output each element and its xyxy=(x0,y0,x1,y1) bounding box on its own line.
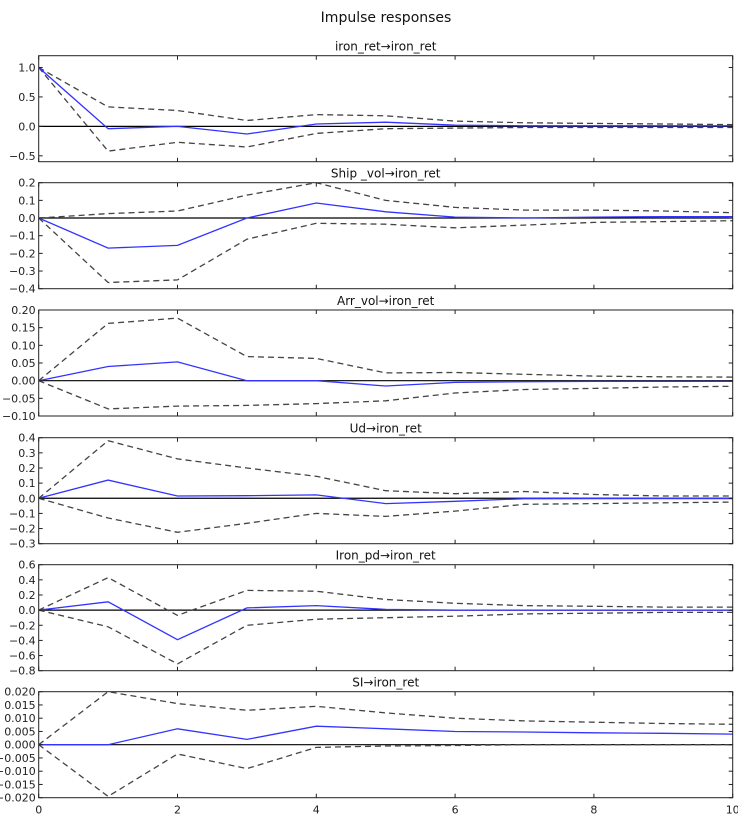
upper-confidence-band xyxy=(38,691,733,746)
axes-frame xyxy=(38,309,734,417)
impulse-response-line xyxy=(38,601,733,641)
y-tick-label: −0.5 xyxy=(9,150,36,163)
subplot-title: Iron_pd→iron_ret xyxy=(336,549,436,563)
lower-confidence-band xyxy=(38,380,733,410)
x-tick-label: 2 xyxy=(174,804,181,817)
y-tick-label: −0.10 xyxy=(2,410,36,423)
y-tick-label: 0.010 xyxy=(4,712,36,725)
axes-frame xyxy=(38,55,734,163)
subplot-2: Ship _vol→iron_ret 0.2 0.1 0.0 −0.1 −0.2 −0.3 −… xyxy=(9,167,734,296)
y-tick-label: −0.3 xyxy=(9,538,36,551)
x-tick-label: 6 xyxy=(452,804,459,817)
y-tick-label: −0.1 xyxy=(9,507,36,520)
y-tick-label: 0.000 xyxy=(4,739,36,752)
y-tick-label: 0.3 xyxy=(18,447,36,460)
plot-area xyxy=(38,66,733,152)
x-tick-label: 4 xyxy=(313,804,320,817)
axes-frame xyxy=(38,437,734,545)
axes-frame xyxy=(38,564,734,672)
x-tick-label: 10 xyxy=(726,804,738,817)
subplot-4: Ud→iron_ret 0.4 0.3 0.2 0.1 0.0 −0.1 −0.2 −0.3 xyxy=(9,422,734,551)
y-tick-label: 0.4 xyxy=(18,574,36,587)
subplot-title: iron_ret→iron_ret xyxy=(335,40,437,54)
lower-confidence-band xyxy=(38,609,733,665)
y-tick-label: 0.015 xyxy=(4,699,36,712)
subplot-3: Arr_vol→iron_ret 0.20 0.15 0.10 0.05 0.00 −0.0… xyxy=(2,294,734,423)
axes-frame xyxy=(38,182,734,290)
y-tick-label: 0.10 xyxy=(11,339,36,352)
y-tick-label: −0.8 xyxy=(9,665,36,678)
y-tick-label: 0.15 xyxy=(11,322,36,335)
plot-area xyxy=(38,691,733,798)
y-tick-label: 0.6 xyxy=(18,559,36,572)
y-tick-label: 0.0 xyxy=(18,492,36,505)
lower-confidence-band xyxy=(38,744,733,798)
y-tick-label: −0.020 xyxy=(0,792,36,805)
subplot-5: Iron_pd→iron_ret 0.6 0.4 0.2 0.0 −0.2 −0.4 −0.6… xyxy=(9,549,734,678)
impulse-response-line xyxy=(38,202,733,249)
lower-confidence-band xyxy=(38,497,733,533)
plot-area xyxy=(38,182,733,284)
subplot-title: Ud→iron_ret xyxy=(350,422,422,436)
impulse-response-line xyxy=(38,67,733,135)
y-tick-label: −0.010 xyxy=(0,765,36,778)
y-tick-label: 0.0 xyxy=(18,604,36,617)
subplot-6: SI→iron_ret0.0200.0150.0100.0050.000−0.0… xyxy=(0,676,738,817)
y-tick-label: 0.5 xyxy=(18,91,36,104)
y-tick-label: 0.20 xyxy=(11,304,36,317)
subplot-title: Arr_vol→iron_ret xyxy=(337,294,435,308)
plot-area xyxy=(38,439,733,533)
y-tick-label: −0.4 xyxy=(9,283,36,296)
y-tick-label: 0.005 xyxy=(4,725,36,738)
y-tick-label: −0.015 xyxy=(0,778,36,791)
impulse-response-line xyxy=(38,725,733,746)
figure-title: Impulse responses xyxy=(321,10,452,26)
subplot-title: Ship _vol→iron_ret xyxy=(331,167,441,181)
lower-confidence-band xyxy=(38,67,733,152)
y-tick-label: 0.2 xyxy=(18,462,36,475)
y-tick-label: 0.1 xyxy=(18,194,36,207)
y-tick-label: −0.6 xyxy=(9,650,36,663)
y-tick-label: −0.1 xyxy=(9,230,36,243)
y-tick-label: 0.1 xyxy=(18,477,36,490)
upper-confidence-band xyxy=(38,66,733,126)
impulse-response-line xyxy=(38,361,733,387)
upper-confidence-band xyxy=(38,182,733,219)
y-tick-label: 0.020 xyxy=(4,686,36,699)
y-tick-label: 1.0 xyxy=(18,61,36,74)
y-tick-label: 0.0 xyxy=(18,120,36,133)
y-tick-label: 0.2 xyxy=(18,589,36,602)
y-tick-label: −0.4 xyxy=(9,634,36,647)
y-tick-label: −0.3 xyxy=(9,265,36,278)
subplot-1: iron_ret→iron_ret 1.0 0.5 0.0 −0.5 xyxy=(9,40,734,163)
plot-area xyxy=(38,576,733,665)
x-tick-label: 0 xyxy=(35,804,42,817)
y-tick-label: 0.4 xyxy=(18,432,36,445)
impulse-response-line xyxy=(38,479,733,505)
y-tick-label: 0.2 xyxy=(18,177,36,190)
plot-area xyxy=(38,317,733,410)
y-tick-label: −0.2 xyxy=(9,523,36,536)
upper-confidence-band xyxy=(38,439,733,499)
x-tick-label: 8 xyxy=(590,804,597,817)
y-tick-label: −0.05 xyxy=(2,392,36,405)
subplot-title: SI→iron_ret xyxy=(352,676,419,690)
y-tick-label: 0.00 xyxy=(11,375,36,388)
y-tick-label: −0.005 xyxy=(0,752,36,765)
upper-confidence-band xyxy=(38,317,733,382)
y-tick-label: 0.05 xyxy=(11,357,36,370)
y-tick-label: 0.0 xyxy=(18,212,36,225)
upper-confidence-band xyxy=(38,576,733,617)
y-tick-label: −0.2 xyxy=(9,619,36,632)
lower-confidence-band xyxy=(38,217,733,284)
y-tick-label: −0.2 xyxy=(9,247,36,260)
